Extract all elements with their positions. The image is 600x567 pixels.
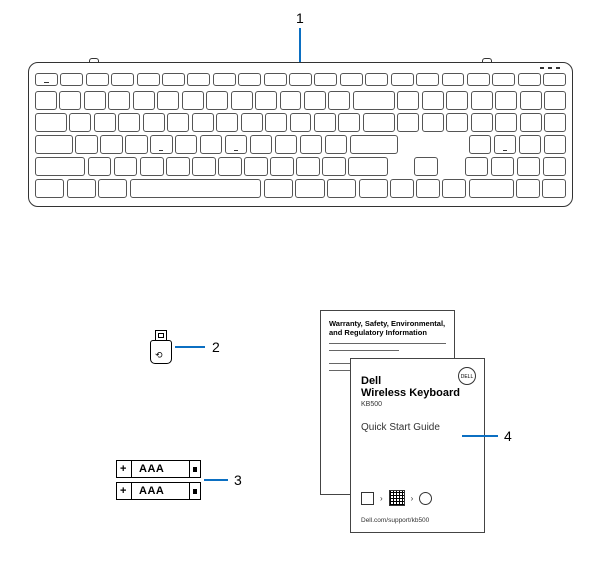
callout-number-2: 2 [212,339,220,355]
gear-icon [419,492,432,505]
document-front: DELL Dell Wireless Keyboard KB500 Quick … [350,358,485,533]
box-icon [361,492,374,505]
callout-line-2 [175,346,205,348]
keyboard-illustration [28,62,573,207]
document-model: KB500 [361,401,474,408]
callout-line-1 [299,28,301,62]
callout-number-3: 3 [234,472,242,488]
callout-line-3 [204,479,228,481]
dell-logo-icon: DELL [458,367,476,385]
battery-2: + AAA [116,482,201,500]
document-url: Dell.com/support/kb500 [361,517,429,524]
usb-receiver-illustration: ⟲ [150,330,172,364]
callout-line-4 [462,435,498,437]
document-product-name: Wireless Keyboard [361,387,474,399]
document-icon-row: › › [361,490,432,506]
document-guide-label: Quick Start Guide [361,422,474,433]
battery-1: + AAA [116,460,201,478]
document-back-title: Warranty, Safety, Environmental, and Reg… [329,319,446,337]
batteries-illustration: + AAA + AAA [116,460,201,504]
callout-number-4: 4 [504,428,512,444]
documents-illustration: Warranty, Safety, Environmental, and Reg… [320,310,485,535]
callout-number-1: 1 [296,10,304,26]
qr-icon [389,490,405,506]
